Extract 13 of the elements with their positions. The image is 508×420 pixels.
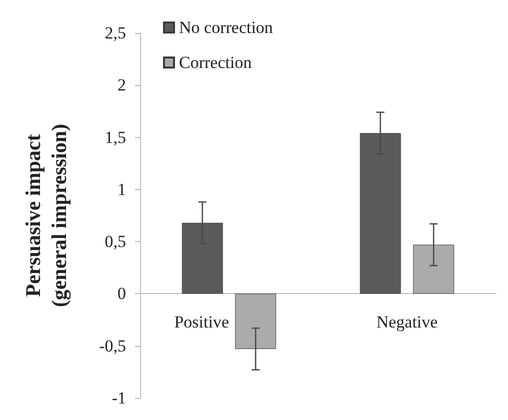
y-axis-title: Persuasive impact (general impression) [21, 124, 71, 308]
y-tick-label: 0 [118, 284, 126, 304]
legend-label: No correction [179, 18, 274, 37]
y-tick-label: -1 [112, 388, 126, 408]
legend-label: Correction [179, 53, 252, 72]
x-tick-label: Positive [174, 312, 229, 332]
y-tick-label: 2 [118, 76, 126, 95]
x-tick-label: Negative [376, 312, 438, 332]
y-tick-label: 0,5 [104, 232, 126, 252]
y-tick-label: 1 [118, 180, 126, 199]
y-tick-label: -0,5 [99, 336, 126, 356]
y-tick-label: 1,5 [104, 128, 126, 147]
y-tick-label: 2,5 [104, 24, 126, 42]
